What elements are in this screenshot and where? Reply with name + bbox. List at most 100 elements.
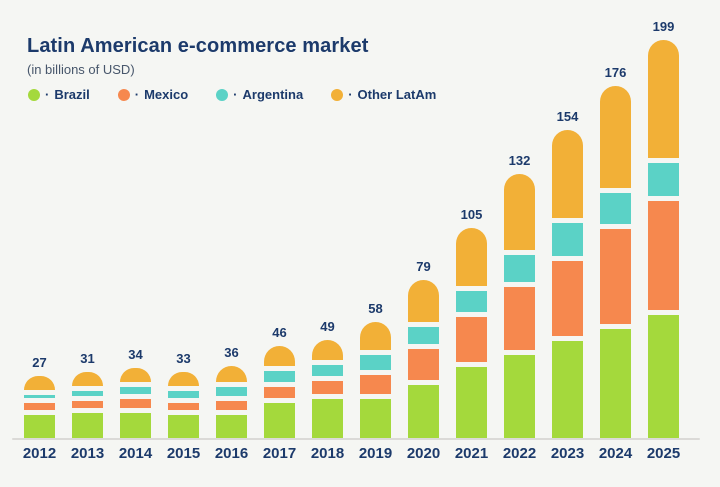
bar-total-label: 199 — [652, 19, 675, 34]
legend-item-mexico: · Mexico — [117, 87, 189, 102]
bar-segment-other-latam — [408, 280, 439, 322]
bar-segment-argentina — [24, 394, 55, 398]
bar-group-2017 — [264, 346, 295, 438]
bar-segment-other-latam — [24, 375, 55, 390]
x-axis-tick-label: 2016 — [214, 445, 249, 462]
bar-segment-mexico — [648, 200, 679, 310]
legend-separator: · — [348, 87, 353, 102]
bar-segment-brazil — [504, 354, 535, 438]
bar-segment-other-latam — [168, 371, 199, 386]
bar-segment-argentina — [552, 222, 583, 256]
x-axis-tick-label: 2019 — [358, 445, 393, 462]
bar-segment-brazil — [72, 412, 103, 438]
bar-group-2020 — [408, 280, 439, 438]
bar-total-label: 58 — [368, 301, 383, 316]
bar-segment-argentina — [264, 370, 295, 382]
legend-label: Brazil — [54, 87, 90, 102]
legend-separator: · — [45, 87, 50, 102]
bar-total-label: 33 — [176, 350, 191, 366]
bar-segment-argentina — [360, 354, 391, 370]
bar-segment-mexico — [72, 400, 103, 408]
legend-label: Other LatAm — [357, 87, 437, 102]
bar-segment-argentina — [72, 390, 103, 396]
x-axis-tick-label: 2022 — [502, 445, 537, 462]
bar-group-2019 — [360, 322, 391, 438]
legend-label: Argentina — [242, 87, 304, 102]
bar-total-label: 105 — [460, 207, 483, 222]
bar-segment-brazil — [408, 384, 439, 438]
x-axis-tick-label: 2021 — [454, 445, 489, 462]
bar-segment-brazil — [24, 414, 55, 438]
bar-group-2023 — [552, 130, 583, 438]
bar-segment-argentina — [408, 326, 439, 344]
chart-header: Latin American e-commerce market (in bil… — [27, 34, 369, 78]
bar-segment-argentina — [648, 162, 679, 196]
bar-segment-other-latam — [600, 86, 631, 188]
bar-segment-mexico — [312, 380, 343, 394]
bar-group-2025 — [648, 40, 679, 438]
bar-segment-mexico — [456, 316, 487, 362]
bar-segment-brazil — [264, 402, 295, 438]
x-axis-tick-label: 2020 — [406, 445, 441, 462]
bar-total-label: 36 — [224, 345, 239, 360]
bar-segment-mexico — [216, 400, 247, 410]
bar-group-2021 — [456, 228, 487, 438]
legend-item-other-latam: · Other LatAm — [331, 87, 436, 102]
x-axis-tick-label: 2013 — [70, 445, 105, 462]
bar-total-label: 27 — [32, 354, 47, 370]
bar-segment-mexico — [360, 374, 391, 394]
bar-total-label: 34 — [128, 346, 143, 362]
bar-group-2015 — [168, 371, 199, 438]
legend-item-argentina: · Argentina — [216, 87, 303, 102]
bar-group-2022 — [504, 174, 535, 438]
bar-group-2014 — [120, 367, 151, 438]
bar-segment-argentina — [168, 390, 199, 398]
bar-group-2024 — [600, 86, 631, 438]
bar-segment-argentina — [456, 290, 487, 312]
legend-separator: · — [134, 87, 140, 102]
bar-segment-other-latam — [216, 366, 247, 382]
other-latam-dot-icon — [331, 88, 344, 101]
bar-segment-brazil — [600, 328, 631, 438]
bar-segment-other-latam — [552, 130, 583, 218]
x-axis-tick-label: 2015 — [166, 445, 201, 462]
bar-segment-mexico — [504, 286, 535, 350]
legend-separator: · — [233, 87, 238, 102]
legend-item-brazil: · Brazil — [28, 87, 90, 102]
x-axis-tick-label: 2025 — [646, 445, 681, 462]
bar-segment-argentina — [312, 364, 343, 376]
bar-segment-other-latam — [648, 40, 679, 158]
legend-label: Mexico — [144, 87, 189, 102]
bar-segment-mexico — [552, 260, 583, 336]
bar-segment-brazil — [216, 414, 247, 438]
bar-segment-brazil — [552, 340, 583, 438]
x-axis-tick-label: 2012 — [22, 445, 57, 462]
mexico-dot-icon — [117, 88, 130, 101]
bar-segment-brazil — [360, 398, 391, 438]
bar-group-2013 — [72, 371, 103, 438]
bar-group-2016 — [216, 366, 247, 438]
bar-total-label: 31 — [80, 350, 95, 366]
bar-segment-other-latam — [264, 346, 295, 366]
bar-segment-other-latam — [504, 174, 535, 250]
bar-group-2012 — [24, 375, 55, 438]
bar-segment-argentina — [600, 192, 631, 224]
bar-segment-brazil — [456, 366, 487, 438]
bar-segment-other-latam — [120, 367, 151, 382]
bar-segment-brazil — [648, 314, 679, 438]
bar-total-label: 154 — [556, 109, 579, 124]
x-axis-tick-label: 2018 — [310, 445, 345, 462]
x-axis-tick-label: 2017 — [262, 445, 297, 462]
bar-segment-other-latam — [360, 322, 391, 350]
bar-total-label: 46 — [272, 325, 287, 340]
bar-segment-argentina — [216, 386, 247, 396]
bar-segment-other-latam — [72, 371, 103, 386]
bar-total-label: 176 — [604, 65, 627, 80]
bar-segment-argentina — [504, 254, 535, 282]
bar-segment-other-latam — [312, 340, 343, 360]
bar-total-label: 79 — [416, 259, 431, 274]
bar-total-label: 49 — [320, 319, 335, 334]
chart-legend: · Brazil · Mexico · Argentina · Other La… — [28, 87, 436, 102]
bar-segment-mexico — [600, 228, 631, 324]
